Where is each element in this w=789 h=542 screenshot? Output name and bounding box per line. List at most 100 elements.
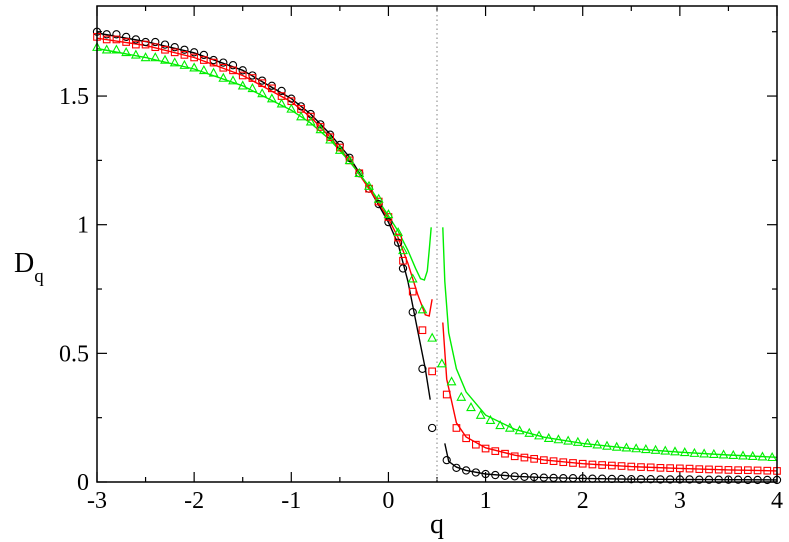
- y-axis-label: Dq: [14, 248, 44, 287]
- marker-triangle: [699, 448, 710, 458]
- marker-circle: [627, 475, 636, 484]
- marker-circle: [151, 37, 160, 47]
- marker-square: [705, 465, 713, 474]
- marker-triangle: [198, 64, 209, 75]
- marker-circle: [277, 86, 286, 96]
- marker-triangle: [436, 358, 447, 368]
- marker-triangle: [708, 448, 719, 458]
- marker-circle: [102, 30, 111, 39]
- marker-triangle: [179, 59, 190, 69]
- marker-square: [588, 460, 597, 469]
- y-tick-label: 1.5: [59, 84, 89, 110]
- marker-triangle: [757, 451, 768, 461]
- marker-square: [569, 459, 577, 467]
- marker-square: [326, 133, 334, 142]
- marker-square: [491, 447, 500, 455]
- marker-circle: [529, 472, 539, 482]
- marker-triangle: [407, 273, 418, 283]
- x-tick-label: -1: [281, 488, 301, 514]
- x-tick-label: 1: [480, 488, 492, 514]
- marker-triangle: [189, 62, 200, 72]
- marker-square: [685, 464, 694, 473]
- marker-triangle: [592, 439, 603, 449]
- marker-square: [248, 74, 257, 82]
- marker-square: [520, 453, 529, 462]
- marker-triangle: [208, 67, 219, 77]
- marker-square: [530, 454, 538, 463]
- marker-square: [200, 56, 208, 64]
- tick-labels: -3 -2 -1 0 1 2 3 4 0 0.5 1 1.5: [59, 84, 783, 514]
- y-axis-label-subscript: q: [34, 266, 44, 287]
- marker-triangle: [296, 111, 306, 121]
- marker-square: [428, 367, 436, 376]
- marker-square: [258, 79, 266, 88]
- marker-square: [549, 457, 558, 466]
- marker-circle: [743, 475, 753, 485]
- marker-triangle: [611, 441, 622, 451]
- marker-square: [408, 287, 417, 296]
- marker-triangle: [286, 103, 297, 113]
- marker-circle: [180, 45, 189, 54]
- marker-triangle: [393, 227, 404, 237]
- marker-triangle: [315, 124, 326, 134]
- marker-triangle: [398, 245, 408, 255]
- marker-square: [141, 40, 150, 49]
- marker-triangle: [276, 98, 287, 108]
- marker-square: [209, 58, 218, 67]
- marker-circle: [471, 468, 481, 477]
- marker-circle: [189, 48, 199, 57]
- marker-circle: [418, 364, 427, 373]
- marker-triangle: [582, 438, 593, 448]
- marker-circle: [452, 463, 461, 472]
- y-axis-label-main: D: [14, 248, 34, 279]
- marker-square: [578, 459, 587, 468]
- marker-circle: [675, 475, 685, 484]
- marker-triangle: [325, 134, 336, 144]
- marker-square: [316, 123, 325, 131]
- series-curve-right-circle: [444, 443, 778, 481]
- x-tick-label: -2: [184, 488, 204, 514]
- marker-triangle: [475, 409, 486, 419]
- y-tick-label: 0.5: [59, 341, 89, 367]
- marker-square: [418, 326, 427, 335]
- marker-square: [676, 464, 684, 473]
- marker-circle: [219, 58, 228, 67]
- marker-square: [608, 461, 616, 470]
- marker-triangle: [354, 167, 365, 177]
- marker-circle: [408, 308, 417, 317]
- plot-frame: [96, 5, 778, 483]
- marker-triangle: [130, 49, 141, 59]
- marker-triangle: [111, 44, 122, 54]
- marker-triangle: [621, 442, 632, 452]
- marker-square: [472, 440, 480, 449]
- marker-square: [399, 256, 407, 265]
- x-tick-label: -3: [87, 488, 107, 514]
- marker-triangle: [485, 414, 496, 424]
- marker-triangle: [640, 443, 651, 454]
- marker-triangle: [121, 46, 132, 57]
- marker-triangle: [495, 420, 506, 430]
- marker-square: [744, 466, 752, 475]
- marker-circle: [685, 475, 694, 484]
- marker-square: [219, 63, 228, 72]
- marker-square: [540, 456, 548, 464]
- marker-triangle: [218, 72, 229, 82]
- model-curves: [96, 32, 778, 481]
- y-tick-label: 0: [77, 470, 89, 496]
- marker-triangle: [534, 430, 544, 440]
- marker-square: [336, 143, 344, 152]
- marker-square: [617, 462, 626, 470]
- marker-triangle: [466, 402, 476, 412]
- marker-circle: [238, 66, 247, 75]
- marker-square: [190, 53, 198, 62]
- marker-circle: [398, 264, 408, 273]
- marker-circle: [228, 61, 238, 70]
- marker-circle: [665, 475, 675, 484]
- marker-triangle: [718, 449, 729, 459]
- marker-circle: [539, 473, 549, 482]
- marker-circle: [199, 50, 209, 60]
- marker-circle: [656, 475, 665, 484]
- marker-circle: [763, 475, 772, 485]
- marker-triangle: [257, 88, 268, 98]
